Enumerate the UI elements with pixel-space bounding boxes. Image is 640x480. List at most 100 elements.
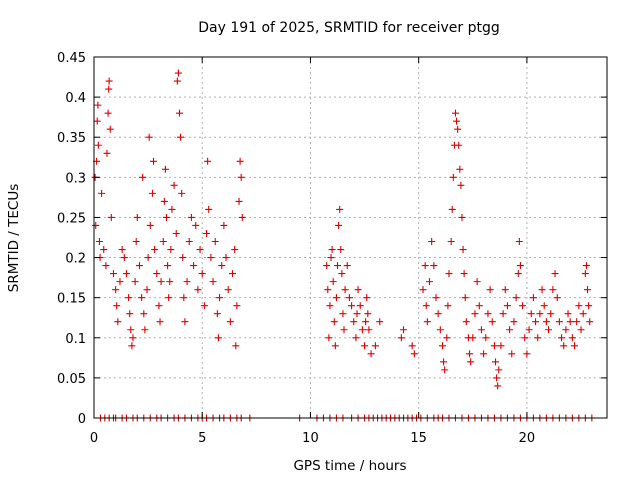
data-point	[575, 302, 583, 310]
data-point	[341, 286, 349, 294]
data-point	[566, 318, 574, 326]
data-point	[168, 205, 176, 213]
data-point	[408, 342, 416, 350]
data-point	[229, 270, 237, 278]
data-point	[231, 246, 239, 254]
data-point	[499, 310, 507, 318]
data-point	[128, 342, 136, 350]
plot-frame	[93, 56, 608, 419]
data-point	[579, 310, 587, 318]
data-point	[434, 310, 442, 318]
data-point	[213, 310, 221, 318]
data-point	[532, 318, 540, 326]
data-point	[410, 350, 418, 358]
data-point	[105, 85, 113, 93]
data-point	[441, 366, 449, 374]
data-point	[339, 310, 347, 318]
data-point	[521, 334, 529, 342]
data-point	[337, 246, 345, 254]
data-point	[327, 254, 335, 262]
data-point	[451, 109, 459, 117]
axis-ticks: 0 0.05 0.1 0.15 0.2 0.25 0.3 0.35 0.4 0.45 0 5 10 15 2…	[57, 51, 607, 446]
data-point	[220, 221, 228, 229]
data-point	[126, 310, 134, 318]
data-point	[426, 278, 434, 286]
data-point	[95, 238, 103, 246]
data-point	[143, 286, 151, 294]
data-point	[480, 350, 488, 358]
data-point	[324, 286, 332, 294]
data-point	[527, 310, 535, 318]
data-point	[205, 205, 213, 213]
data-point	[183, 278, 191, 286]
y-tick-label: 0.2	[65, 252, 86, 267]
data-point	[482, 334, 490, 342]
data-point	[209, 278, 217, 286]
data-point	[120, 254, 128, 262]
data-point	[328, 246, 336, 254]
data-point	[568, 334, 576, 342]
data-point	[235, 197, 243, 205]
data-point	[560, 342, 568, 350]
x-tick-label: 15	[410, 431, 427, 446]
data-point	[352, 334, 360, 342]
data-point	[198, 270, 206, 278]
data-point	[438, 342, 446, 350]
data-point	[204, 157, 212, 165]
data-point	[122, 270, 130, 278]
data-point	[422, 302, 430, 310]
data-point	[127, 326, 135, 334]
data-point	[100, 246, 108, 254]
data-point	[98, 189, 106, 197]
data-point	[371, 342, 379, 350]
data-point	[178, 189, 186, 197]
data-point	[146, 221, 154, 229]
data-point	[113, 302, 121, 310]
data-point	[582, 262, 590, 270]
x-tick-label: 0	[90, 431, 98, 446]
data-point	[129, 334, 137, 342]
data-point	[176, 109, 183, 117]
data-point	[573, 318, 581, 326]
data-point	[222, 254, 230, 262]
data-point	[144, 254, 152, 262]
data-point	[140, 310, 148, 318]
data-point	[170, 181, 178, 189]
data-point	[581, 270, 589, 278]
y-tick-label: 0.1	[65, 332, 86, 347]
data-point	[214, 334, 222, 342]
data-point	[203, 229, 211, 237]
y-axis-label: SRMTID / TECUs	[6, 184, 22, 292]
data-point	[118, 246, 126, 254]
data-point	[332, 294, 340, 302]
data-point	[584, 286, 592, 294]
data-point	[577, 326, 585, 334]
data-point	[460, 270, 468, 278]
data-point	[519, 302, 527, 310]
data-point	[551, 270, 559, 278]
data-point	[547, 310, 555, 318]
data-point	[473, 278, 481, 286]
data-point	[564, 310, 572, 318]
data-point	[132, 238, 140, 246]
data-point	[325, 334, 333, 342]
data-point	[430, 262, 438, 270]
data-point	[343, 262, 351, 270]
data-point	[135, 262, 143, 270]
data-point	[200, 302, 208, 310]
data-point	[497, 342, 505, 350]
data-point	[105, 77, 113, 85]
data-point	[233, 302, 241, 310]
data-point	[501, 286, 509, 294]
data-point	[167, 246, 175, 254]
data-point	[207, 254, 215, 262]
data-point	[477, 326, 485, 334]
data-point	[125, 294, 133, 302]
data-point	[508, 350, 516, 358]
data-point	[475, 302, 483, 310]
data-point	[335, 221, 343, 229]
data-point	[461, 294, 469, 302]
data-point	[454, 125, 462, 133]
